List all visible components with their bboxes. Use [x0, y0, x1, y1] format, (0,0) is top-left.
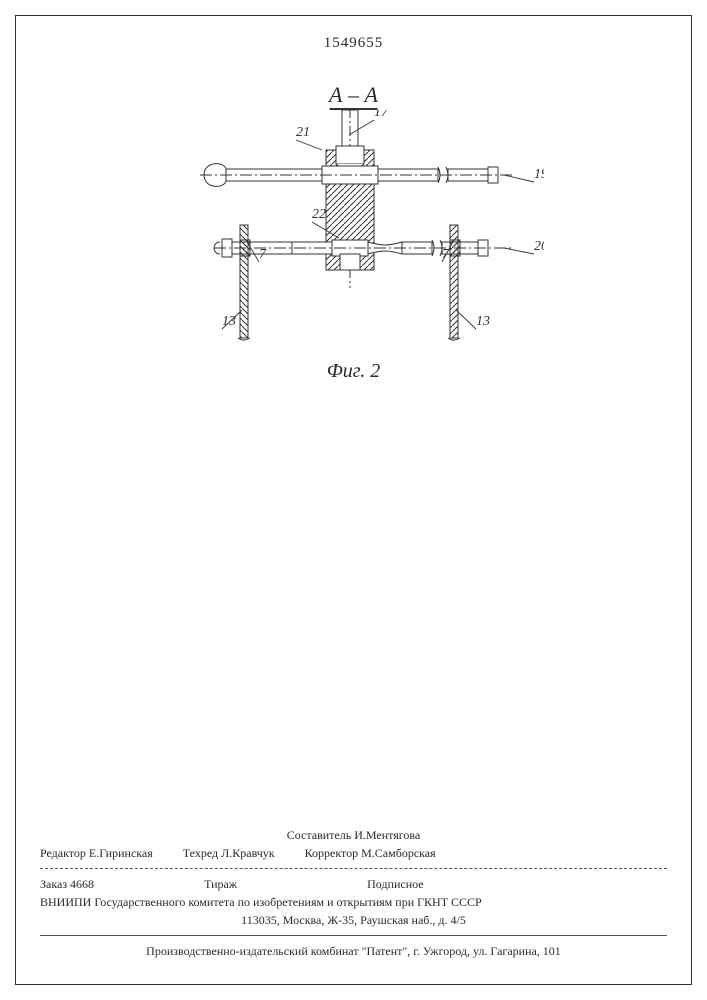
corrector: Корректор М.Самборская [305, 844, 436, 862]
svg-text:20: 20 [534, 239, 544, 254]
separator-2 [40, 935, 667, 936]
svg-text:19: 19 [534, 167, 544, 182]
svg-text:22: 22 [312, 207, 326, 222]
separator-1 [40, 868, 667, 869]
tech-editor: Техред Л.Кравчук [183, 844, 275, 862]
compiler: Составитель И.Ментягова [40, 826, 667, 844]
document-number: 1549655 [0, 35, 707, 52]
circulation: Тираж [204, 875, 237, 893]
order-number: Заказ 4668 [40, 875, 94, 893]
svg-text:17: 17 [374, 110, 389, 120]
printer-line: Производственно-издательский комбинат "П… [40, 942, 667, 960]
svg-text:7: 7 [259, 247, 267, 262]
subscription: Подписное [367, 875, 424, 893]
credits-row: Редактор Е.Гиринская Техред Л.Кравчук Ко… [40, 844, 667, 862]
editor: Редактор Е.Гиринская [40, 844, 153, 862]
svg-text:21: 21 [296, 125, 310, 140]
figure-caption: Фиг. 2 [327, 360, 381, 383]
section-view-label: А – А [329, 82, 378, 108]
svg-text:13: 13 [476, 314, 490, 329]
org-line-2: 113035, Москва, Ж-35, Раушская наб., д. … [40, 911, 667, 929]
section-view-text: А – А [329, 82, 378, 110]
diagram-svg: 17 19 20 21 22 7 7 13 13 [164, 110, 544, 350]
order-row: Заказ 4668 Тираж Подписное [40, 875, 667, 893]
org-line-1: ВНИИПИ Государственного комитета по изоб… [40, 893, 667, 911]
svg-text:13: 13 [222, 314, 236, 329]
svg-text:7: 7 [442, 247, 450, 262]
figure-diagram: 17 19 20 21 22 7 7 13 13 [164, 110, 544, 355]
colophon: Составитель И.Ментягова Редактор Е.Гирин… [40, 826, 667, 960]
